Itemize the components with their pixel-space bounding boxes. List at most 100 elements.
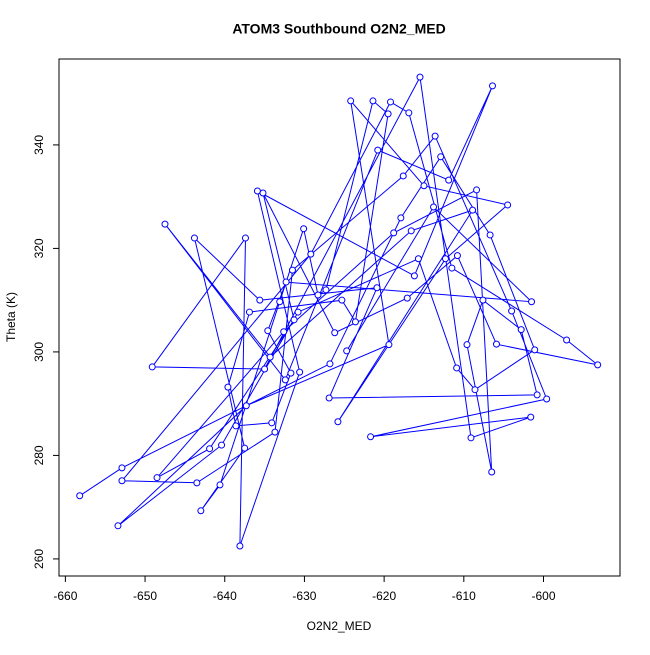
data-point — [430, 203, 438, 211]
data-point — [397, 214, 405, 222]
data-point — [416, 73, 424, 81]
data-point — [441, 255, 449, 263]
data-point — [479, 296, 487, 304]
data-point — [387, 98, 394, 106]
data-point — [528, 298, 536, 306]
y-tick-label: 300 — [32, 342, 46, 362]
data-point — [290, 316, 298, 324]
data-point — [266, 353, 274, 361]
data-point — [264, 327, 272, 335]
data-point — [280, 328, 288, 336]
data-point — [531, 346, 539, 354]
data-point — [218, 441, 226, 449]
data-point — [351, 318, 359, 326]
data-line — [79, 75, 599, 547]
data-point — [76, 492, 84, 500]
data-point — [384, 110, 392, 118]
data-point — [410, 272, 418, 280]
data-point — [281, 376, 289, 384]
data-point — [161, 220, 169, 228]
data-point — [153, 474, 161, 482]
data-point — [533, 391, 541, 399]
y-tick-label: 280 — [32, 445, 46, 465]
x-tick-label: -610 — [452, 589, 476, 603]
data-point — [331, 329, 339, 337]
data-point — [294, 308, 302, 316]
data-point — [517, 326, 525, 334]
data-point — [431, 132, 439, 140]
data-point — [508, 307, 516, 315]
data-point — [325, 394, 333, 402]
data-point — [314, 291, 322, 299]
y-tick-label: 320 — [32, 238, 46, 258]
data-point — [338, 296, 346, 304]
x-tick-label: -660 — [53, 589, 77, 603]
data-point — [367, 433, 375, 441]
data-point — [420, 182, 428, 190]
data-point — [282, 278, 290, 286]
data-point — [114, 522, 122, 530]
data-point — [445, 176, 453, 184]
data-point — [118, 464, 126, 472]
x-tick-label: -650 — [133, 589, 157, 603]
data-point — [224, 383, 232, 391]
data-point — [268, 419, 276, 427]
plot-box — [58, 58, 621, 577]
data-point — [241, 444, 249, 452]
data-point — [486, 231, 494, 239]
data-point — [414, 255, 422, 263]
data-point — [473, 186, 481, 194]
data-point — [594, 361, 602, 369]
data-point — [453, 252, 461, 260]
data-point — [190, 234, 198, 242]
data-point — [118, 477, 126, 485]
data-point — [236, 542, 244, 550]
data-point — [232, 422, 240, 430]
data-point — [492, 340, 500, 348]
data-point — [261, 365, 269, 373]
y-axis-label: Theta (K) — [4, 292, 18, 342]
data-point — [543, 395, 551, 403]
data-point — [242, 402, 250, 410]
data-point — [405, 109, 413, 117]
data-point — [527, 413, 535, 421]
data-point — [488, 468, 496, 476]
data-point — [216, 481, 224, 489]
data-point — [489, 82, 496, 90]
data-point — [259, 189, 267, 197]
data-point — [256, 296, 264, 304]
data-point — [343, 347, 351, 355]
data-point — [374, 146, 382, 154]
data-point — [403, 294, 411, 302]
data-point — [448, 264, 456, 272]
y-tick-label: 260 — [32, 549, 46, 569]
x-axis-label: O2N2_MED — [307, 619, 372, 633]
data-point — [206, 445, 214, 453]
data-point — [463, 341, 471, 349]
data-point — [385, 341, 393, 349]
x-tick-label: -640 — [213, 589, 237, 603]
data-point — [471, 386, 479, 394]
data-point — [369, 97, 377, 105]
data-point — [453, 364, 461, 372]
data-point — [399, 172, 407, 180]
x-tick-label: -620 — [372, 589, 396, 603]
data-point — [296, 368, 304, 376]
data-point — [469, 206, 477, 214]
y-tick-label: 340 — [32, 135, 46, 155]
data-point — [287, 369, 295, 377]
data-point — [334, 418, 342, 426]
data-point — [373, 284, 381, 292]
data-point — [241, 234, 249, 242]
data-point — [300, 225, 308, 233]
chart-title: ATOM3 Southbound O2N2_MED — [232, 21, 445, 37]
data-point — [193, 479, 201, 487]
data-point — [563, 336, 571, 344]
data-point — [322, 286, 330, 294]
data-point — [307, 250, 315, 258]
data-point — [467, 434, 475, 442]
x-tick-label: -600 — [531, 589, 555, 603]
data-point — [288, 266, 296, 274]
